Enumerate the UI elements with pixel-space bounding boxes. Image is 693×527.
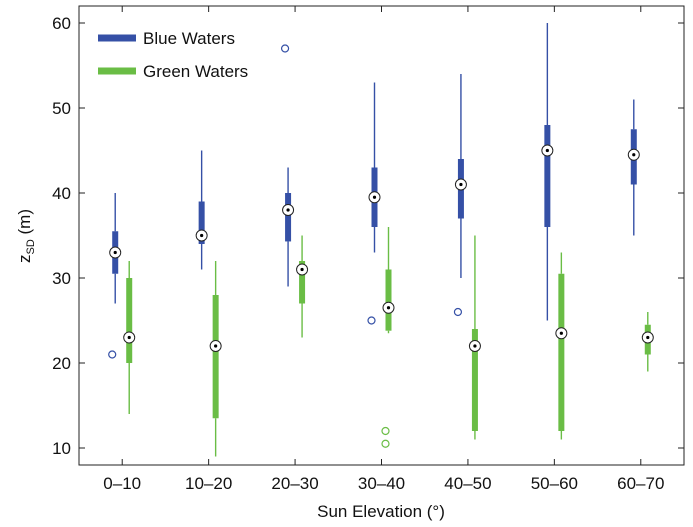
y-axis-title-suffix: (m) — [15, 209, 34, 239]
y-tick-label: 20 — [52, 354, 71, 373]
blue-waters-outlier — [280, 44, 290, 53]
y-tick-label: 30 — [52, 269, 71, 288]
green-waters-median-dot — [559, 331, 563, 335]
x-tick-label: 20–30 — [271, 474, 318, 493]
x-axis-title: Sun Elevation (°) — [317, 502, 445, 521]
green-waters-median-dot — [646, 335, 650, 340]
green-waters-outlier — [381, 439, 390, 448]
green-waters-box — [558, 273, 565, 431]
green-waters-outlier — [381, 426, 390, 436]
legend: Blue Waters Green Waters — [98, 29, 248, 81]
green-waters-box — [299, 261, 306, 304]
y-tick-label: 50 — [52, 99, 71, 118]
blue-waters-outlier — [367, 316, 376, 325]
blue-waters-median-dot — [200, 233, 204, 238]
y-tick-label: 40 — [52, 184, 71, 203]
blue-waters-box — [285, 193, 292, 242]
green-waters-median-dot — [386, 306, 391, 310]
blue-waters-median-dot — [372, 195, 377, 199]
y-axis: 10 20 30 40 50 60 — [52, 14, 684, 458]
y-axis-title-main: z — [15, 255, 34, 264]
blue-waters-median-dot — [632, 153, 636, 157]
y-tick-label: 60 — [52, 14, 71, 33]
blue-waters-outlier — [453, 307, 463, 317]
y-tick-label: 10 — [52, 439, 71, 458]
x-tick-label: 30–40 — [358, 474, 405, 493]
box-series — [108, 23, 654, 457]
green-waters-median-dot — [127, 335, 131, 340]
blue-waters-median-dot — [286, 208, 290, 212]
green-waters-median-dot — [300, 267, 304, 272]
legend-label: Blue Waters — [143, 29, 235, 48]
x-axis: 0–10 10–20 20–30 30–40 40–50 50–60 60–70 — [103, 6, 664, 493]
green-waters-box — [126, 278, 133, 363]
green-waters-box — [471, 329, 478, 431]
green-waters-median-dot — [214, 344, 218, 348]
green-waters-box — [212, 295, 219, 419]
x-tick-label: 50–60 — [531, 474, 578, 493]
blue-waters-median-dot — [459, 182, 463, 187]
y-axis-title-subscript: SD — [25, 239, 37, 254]
x-tick-label: 40–50 — [444, 474, 491, 493]
blue-waters-box — [544, 125, 551, 227]
green-waters-median-dot — [473, 344, 477, 348]
legend-label: Green Waters — [143, 62, 248, 81]
blue-waters-box — [198, 201, 205, 244]
x-tick-label: 60–70 — [617, 474, 664, 493]
blue-waters-outlier — [108, 350, 117, 359]
green-waters-box — [385, 269, 392, 331]
y-axis-title: zSD (m) — [15, 209, 37, 263]
blue-waters-median-dot — [113, 250, 117, 255]
blue-waters-median-dot — [545, 148, 549, 153]
x-tick-label: 0–10 — [103, 474, 141, 493]
x-tick-label: 10–20 — [185, 474, 232, 493]
